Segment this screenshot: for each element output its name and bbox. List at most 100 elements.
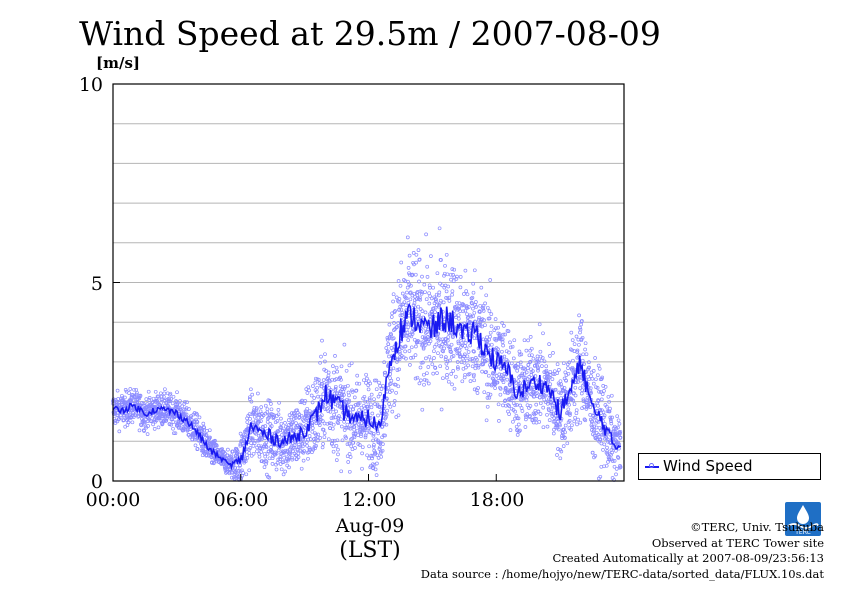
scatter-point — [525, 412, 530, 416]
scatter-point — [331, 444, 336, 449]
scatter-point — [609, 448, 614, 452]
scatter-point — [468, 379, 473, 383]
scatter-point — [598, 390, 603, 394]
scatter-point — [248, 446, 253, 450]
scatter-point — [501, 343, 505, 348]
scatter-point — [256, 391, 260, 396]
scatter-point — [435, 371, 439, 375]
scatter-point — [541, 405, 546, 410]
scatter-point — [609, 419, 613, 424]
scatter-point — [348, 455, 353, 459]
scatter-point — [269, 402, 273, 406]
scatter-point — [445, 338, 450, 343]
scatter-point — [364, 430, 369, 435]
scatter-point — [415, 375, 420, 380]
scatter-point — [398, 351, 402, 356]
scatter-point — [525, 366, 530, 371]
scatter-point — [408, 363, 412, 367]
scatter-point — [354, 389, 358, 393]
scatter-point — [116, 413, 121, 418]
scatter-point — [472, 268, 477, 273]
scatter-point — [404, 356, 408, 361]
scatter-point — [395, 357, 400, 362]
scatter-point — [342, 393, 346, 397]
scatter-point — [423, 343, 428, 347]
scatter-point — [545, 412, 549, 417]
scatter-point — [272, 415, 276, 420]
scatter-point — [314, 389, 319, 394]
scatter-point — [270, 462, 275, 466]
scatter-point — [248, 417, 252, 421]
x-axis-label: (LST) — [339, 538, 401, 563]
scatter-point — [590, 419, 594, 423]
scatter-point — [347, 452, 352, 456]
scatter-point — [259, 450, 263, 454]
x-tick-label: 06:00 — [213, 489, 269, 511]
scatter-point — [376, 413, 380, 418]
scatter-point — [195, 420, 200, 424]
scatter-point — [410, 272, 415, 277]
scatter-point — [362, 426, 367, 431]
scatter-point — [471, 281, 476, 286]
scatter-point — [356, 433, 360, 437]
scatter-point — [455, 365, 460, 369]
scatter-point — [535, 354, 540, 359]
scatter-point — [372, 397, 376, 402]
scatter-point — [584, 352, 589, 357]
scatter-point — [389, 315, 394, 319]
scatter-point — [418, 295, 422, 300]
scatter-point — [470, 295, 475, 300]
scatter-point — [346, 460, 351, 464]
scatter-point — [399, 260, 404, 265]
scatter-point — [503, 398, 508, 403]
scatter-point — [520, 409, 525, 413]
scatter-point — [580, 388, 585, 392]
scatter-point — [371, 438, 375, 443]
scatter-point — [603, 385, 608, 389]
scatter-point — [451, 335, 455, 339]
scatter-point — [254, 406, 259, 411]
credits-block: ©TERC, Univ. Tsukuba Observed at TERC To… — [421, 520, 824, 582]
scatter-point — [466, 363, 470, 368]
scatter-point — [207, 428, 212, 433]
scatter-point — [575, 380, 580, 384]
scatter-point — [201, 421, 206, 426]
scatter-point — [330, 426, 335, 431]
scatter-point — [418, 365, 423, 370]
scatter-point — [314, 444, 318, 448]
scatter-point — [493, 317, 498, 321]
scatter-point — [417, 381, 422, 386]
scatter-point — [305, 443, 309, 448]
scatter-point — [323, 359, 327, 364]
scatter-point — [223, 451, 227, 456]
scatter-point — [570, 348, 574, 353]
scatter-point — [375, 461, 379, 466]
scatter-point — [339, 424, 344, 429]
scatter-point — [396, 413, 401, 418]
scatter-point — [538, 349, 543, 354]
scatter-point — [590, 424, 595, 429]
scatter-point — [402, 300, 407, 305]
scatter-point — [462, 360, 467, 365]
scatter-point — [335, 391, 339, 396]
scatter-point — [613, 430, 618, 434]
legend: Wind Speed — [638, 453, 821, 480]
scatter-point — [275, 419, 280, 423]
scatter-point — [316, 432, 321, 437]
scatter-point — [400, 310, 405, 315]
scatter-point — [581, 397, 586, 402]
scatter-point — [367, 456, 371, 461]
scatter-point — [296, 451, 301, 456]
scatter-point — [460, 302, 465, 306]
scatter-point — [583, 418, 588, 423]
scatter-point — [322, 435, 327, 439]
scatter-point — [397, 307, 402, 312]
scatter-point — [138, 422, 143, 427]
scatter-point — [610, 459, 615, 463]
scatter-point — [591, 369, 596, 373]
scatter-point — [550, 377, 555, 381]
scatter-point — [373, 402, 377, 406]
scatter-point — [426, 381, 431, 386]
scatter-point — [574, 408, 579, 413]
scatter-point — [254, 431, 258, 436]
